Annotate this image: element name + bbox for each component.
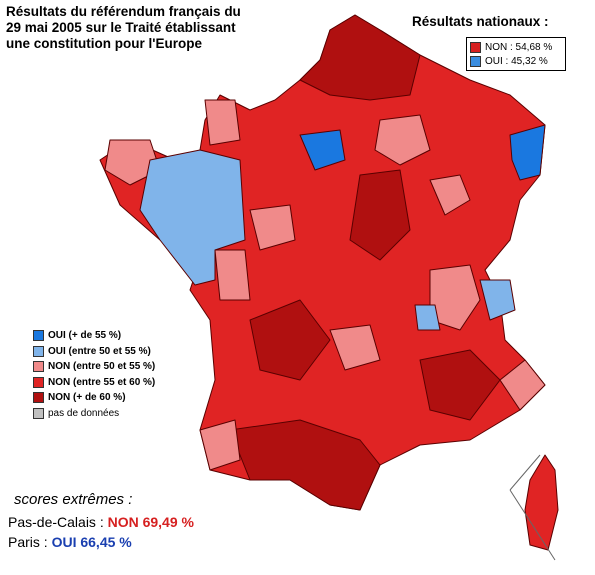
legend-item: NON (entre 50 et 55 %) <box>33 359 155 375</box>
extreme-row: Pas-de-Calais : NON 69,49 % <box>8 514 194 530</box>
extremes-heading: scores extrêmes : <box>14 491 133 508</box>
legend-item-label: NON (entre 50 et 55 %) <box>48 361 156 373</box>
title: Résultats du référendum français du 29 m… <box>6 4 241 51</box>
dark-region <box>419 349 501 421</box>
legend-item: NON (entre 55 et 60 %) <box>33 375 155 391</box>
swatch <box>33 361 44 373</box>
pink-region <box>499 359 546 411</box>
pink-region <box>429 174 471 216</box>
blue-region <box>509 124 546 181</box>
extreme-result: OUI 66,45 % <box>51 534 132 550</box>
legend-item: OUI (entre 50 et 55 %) <box>33 344 155 360</box>
dark-region <box>249 299 331 381</box>
corsica <box>524 454 559 551</box>
extreme-result: NON 69,49 % <box>107 514 194 530</box>
corsica-frame <box>509 454 556 561</box>
swatch <box>470 55 481 67</box>
pink-region <box>199 419 241 471</box>
light-blue-region <box>479 279 516 321</box>
national-item-label: OUI : 45,32 % <box>485 55 548 67</box>
pink-region <box>104 139 161 186</box>
pink-region <box>214 249 251 301</box>
legend-item-label: OUI (entre 50 et 55 %) <box>48 345 151 357</box>
national-item-label: NON : 54,68 % <box>485 41 553 53</box>
light-blue-region <box>414 304 441 331</box>
legend-item: OUI (+ de 55 %) <box>33 328 155 344</box>
swatch <box>33 345 44 357</box>
swatch <box>33 330 44 342</box>
swatch <box>33 376 44 388</box>
legend: OUI (+ de 55 %) OUI (entre 50 et 55 %) NON… <box>33 328 155 421</box>
legend-item-label: NON (entre 55 et 60 %) <box>48 376 156 388</box>
swatch <box>470 41 481 53</box>
pink-region <box>204 99 241 146</box>
national-results: NON : 54,68 % OUI : 45,32 % <box>466 37 566 71</box>
blue-region <box>299 129 346 171</box>
legend-item-label: OUI (+ de 55 %) <box>48 330 122 342</box>
legend-item: pas de données <box>33 406 155 422</box>
dark-region <box>349 169 411 261</box>
legend-item-label: NON (+ de 60 %) <box>48 392 126 404</box>
pink-region <box>374 114 431 166</box>
extreme-place: Pas-de-Calais : <box>8 514 104 530</box>
legend-item: NON (+ de 60 %) <box>33 390 155 406</box>
extreme-place: Paris : <box>8 534 48 550</box>
national-item: OUI : 45,32 % <box>470 54 562 68</box>
national-item: NON : 54,68 % <box>470 40 562 54</box>
extreme-row: Paris : OUI 66,45 % <box>8 534 132 550</box>
dark-region <box>299 14 421 101</box>
pink-region <box>329 324 381 371</box>
swatch <box>33 392 44 404</box>
dark-region <box>229 419 381 511</box>
pink-region <box>249 204 296 251</box>
swatch <box>33 407 44 419</box>
national-heading: Résultats nationaux : <box>412 14 549 29</box>
light-blue-region <box>139 149 246 286</box>
legend-item-label: pas de données <box>48 407 120 419</box>
